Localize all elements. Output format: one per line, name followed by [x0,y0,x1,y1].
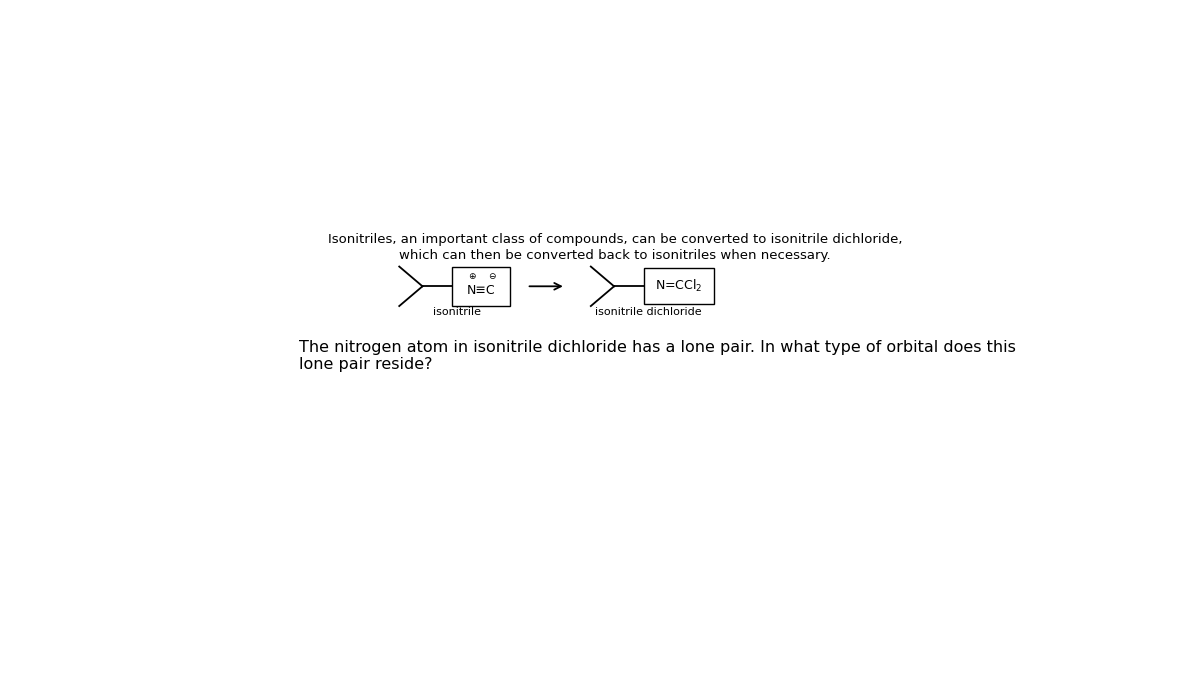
Text: ⊖: ⊖ [488,273,496,281]
Text: which can then be converted back to isonitriles when necessary.: which can then be converted back to ison… [400,248,830,262]
Text: ⊕: ⊕ [468,273,475,281]
Text: lone pair reside?: lone pair reside? [299,357,432,372]
Bar [644,268,714,304]
Text: N≡C: N≡C [467,284,496,297]
Bar [452,267,510,306]
Text: The nitrogen atom in isonitrile dichloride has a lone pair. In what type of orbi: The nitrogen atom in isonitrile dichlori… [299,340,1015,354]
Text: isonitrile: isonitrile [433,307,481,317]
Text: isonitrile dichloride: isonitrile dichloride [595,307,702,317]
Text: N=CCl$_2$: N=CCl$_2$ [655,278,702,294]
Text: Isonitriles, an important class of compounds, can be converted to isonitrile dic: Isonitriles, an important class of compo… [328,233,902,246]
